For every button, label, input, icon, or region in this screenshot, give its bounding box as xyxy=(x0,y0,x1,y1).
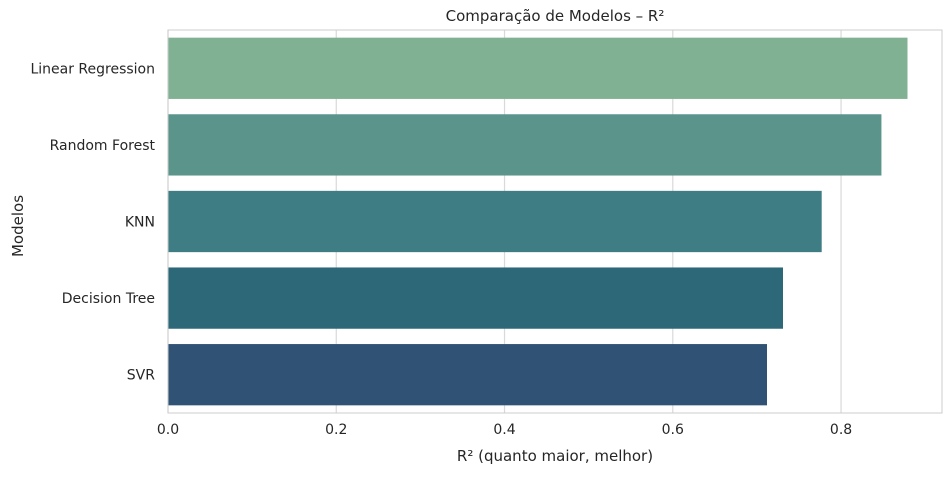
x-tick-label: 0.4 xyxy=(493,422,515,438)
bar-knn xyxy=(168,190,822,253)
x-tick-label: 0.8 xyxy=(830,422,852,438)
bar-decision-tree xyxy=(168,267,783,329)
plot-frame xyxy=(167,29,943,414)
x-tick-label: 0.0 xyxy=(157,422,179,438)
y-tick-label: Random Forest xyxy=(50,138,156,154)
chart-title: Comparação de Modelos – R² xyxy=(446,7,665,25)
x-axis-title: R² (quanto maior, melhor) xyxy=(457,447,653,465)
y-tick-label: Linear Regression xyxy=(30,61,155,77)
y-tick-labels: Linear Regression Random Forest KNN Decisio… xyxy=(30,61,155,383)
y-tick-label: KNN xyxy=(125,215,155,231)
bar-random-forest xyxy=(168,114,882,176)
y-axis-title: Modelos xyxy=(9,195,27,257)
x-tick-labels: 0.0 0.2 0.4 0.6 0.8 xyxy=(157,422,852,438)
y-tick-label: SVR xyxy=(127,368,155,384)
bars xyxy=(168,37,908,406)
y-tick-label: Decision Tree xyxy=(62,291,155,307)
bar-linear-regression xyxy=(168,37,908,99)
bar-svr xyxy=(168,344,768,406)
x-tick-label: 0.6 xyxy=(662,422,684,438)
x-tick-label: 0.2 xyxy=(325,422,347,438)
